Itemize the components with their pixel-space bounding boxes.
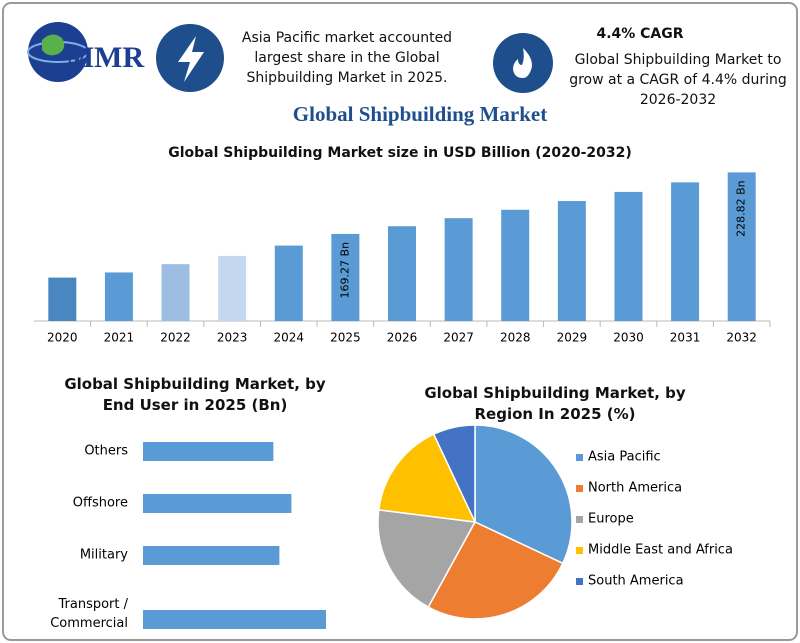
bar (104, 272, 133, 321)
x-tick-label: 2025 (330, 331, 361, 345)
legend-swatch (576, 578, 583, 585)
chart-title: Global Shipbuilding Market size in USD B… (168, 145, 632, 161)
pie-slice (377, 509, 477, 609)
logo: MMR (27, 22, 145, 82)
bar (48, 277, 77, 321)
legend-swatch (576, 516, 583, 523)
legend-label: Middle East and Africa (588, 543, 733, 558)
chart-title: Global Shipbuilding Market, by End User … (64, 375, 326, 414)
bar (143, 610, 327, 629)
legend-label: South America (588, 574, 684, 589)
legend-label: Asia Pacific (588, 450, 661, 465)
x-tick-label: 2024 (273, 331, 304, 345)
bar (218, 255, 247, 321)
page-title: Global Shipbuilding Market (292, 102, 548, 126)
y-tick-label: Military (80, 548, 128, 563)
x-tick-label: 2029 (557, 331, 588, 345)
chart-title: Global Shipbuilding Market, by Region In… (424, 384, 686, 423)
x-tick-label: 2026 (387, 331, 418, 345)
value-label: 169.27 Bn (338, 242, 351, 299)
bar (727, 172, 756, 321)
bar (671, 182, 700, 321)
bar (501, 209, 530, 321)
x-tick-label: 2023 (217, 331, 248, 345)
pie-slice (432, 424, 476, 523)
pie-slice (474, 424, 573, 565)
flame-icon (493, 33, 553, 93)
bar (614, 191, 643, 321)
pie-slice (377, 433, 477, 523)
y-tick-label: Others (84, 444, 128, 459)
x-tick-label: 2028 (500, 331, 531, 345)
value-label: 228.82 Bn (735, 180, 748, 237)
bar (557, 201, 586, 321)
x-tick-label: 2032 (726, 331, 757, 345)
x-tick-label: 2031 (670, 331, 701, 345)
logo-text: MMR (66, 41, 145, 74)
note-2: Global Shipbuilding Market to grow at a … (569, 52, 787, 108)
note-2-title: 4.4% CAGR (596, 26, 684, 42)
bar (444, 218, 473, 321)
x-tick-label: 2022 (160, 331, 191, 345)
x-tick-label: 2020 (47, 331, 78, 345)
bar (143, 494, 292, 513)
bar (274, 245, 303, 321)
y-tick-label: Offshore (73, 496, 128, 511)
x-tick-label: 2021 (104, 331, 135, 345)
legend-swatch (576, 547, 583, 554)
bar (143, 442, 274, 461)
bar (161, 264, 190, 321)
legend-swatch (576, 485, 583, 492)
legend-label: North America (588, 481, 682, 496)
x-tick-label: 2030 (613, 331, 644, 345)
bolt-icon (156, 24, 224, 92)
legend-label: Europe (588, 512, 634, 527)
note-1: Asia Pacific market accounted largest sh… (241, 30, 453, 86)
x-tick-label: 2027 (443, 331, 474, 345)
y-tick-label: Transport / Commercial (50, 597, 128, 631)
bar (331, 233, 360, 321)
legend-swatch (576, 454, 583, 461)
bar (143, 546, 280, 565)
bar (388, 226, 416, 321)
